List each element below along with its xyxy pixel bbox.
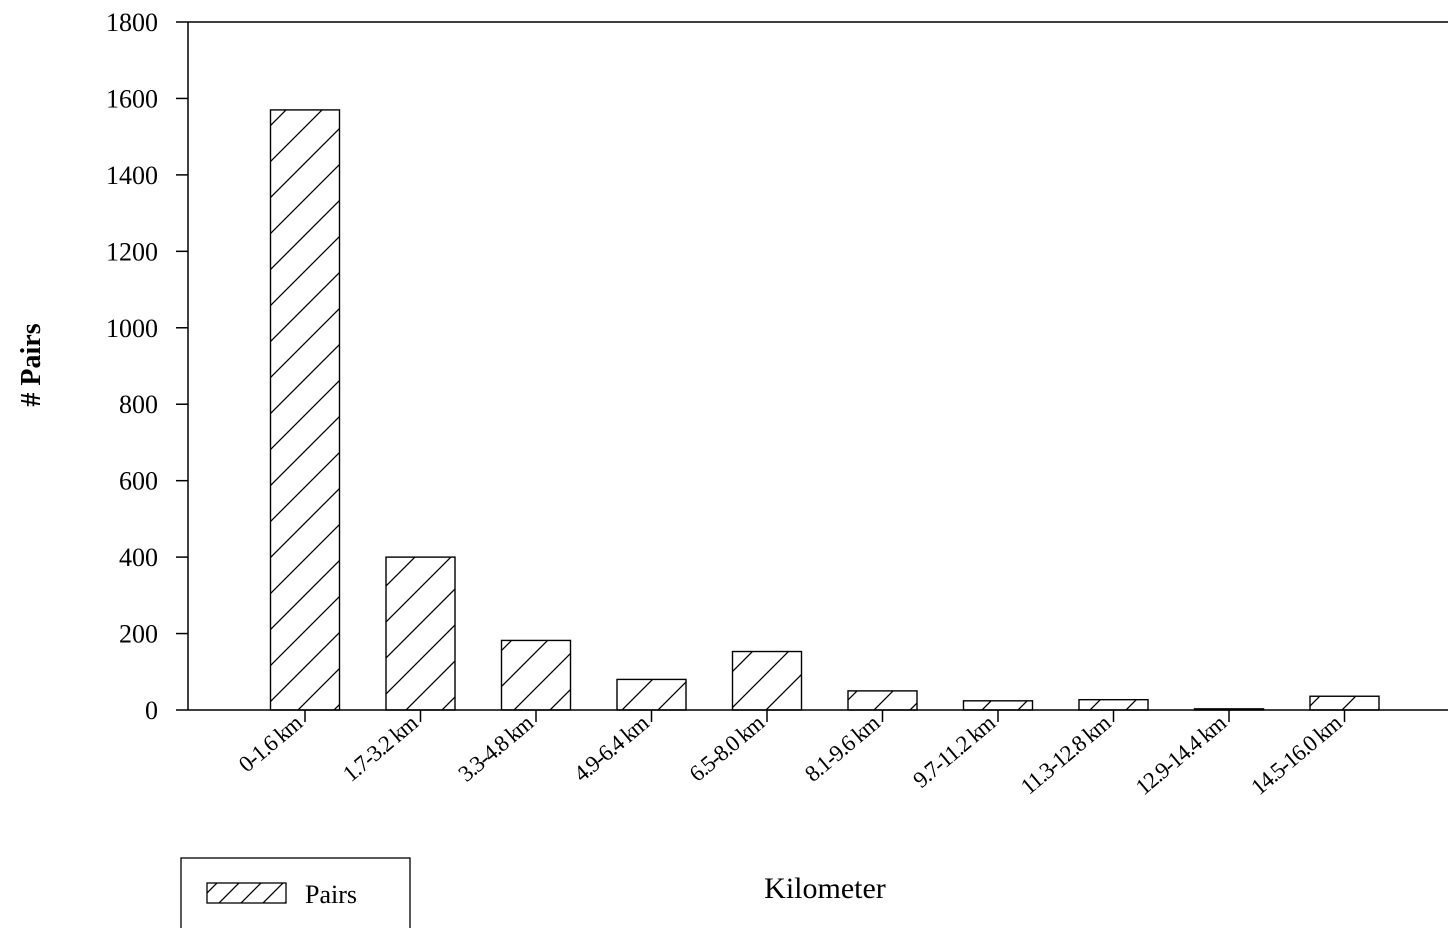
x-tick-label: 1.7-3.2 km <box>338 710 423 787</box>
bar-9-7-11-2-km <box>962 700 1034 711</box>
y-tick-label: 1800 <box>106 8 158 37</box>
x-tick-label: 0-1.6 km <box>234 710 307 777</box>
x-tick-label: 3.3-4.8 km <box>453 710 538 787</box>
x-tick-label: 11.3-12.8 km <box>1016 710 1116 799</box>
y-tick-label: 800 <box>119 390 158 419</box>
bar-1-7-3-2-km <box>385 556 456 711</box>
legend-swatch <box>206 882 287 904</box>
y-tick-label: 200 <box>119 620 158 649</box>
bar-8-1-9-6-km <box>847 690 918 711</box>
legend: Pairs <box>180 857 411 928</box>
bar-11-3-12-8-km <box>1078 698 1149 711</box>
y-axis: 0 200 400 600 800 1000 1200 1400 1600 1800 <box>106 8 189 725</box>
x-tick-label: 8.1-9.6 km <box>800 710 885 787</box>
legend-label: Pairs <box>305 880 357 909</box>
y-tick-label: 600 <box>119 467 158 496</box>
y-tick-label: 1200 <box>106 237 158 266</box>
y-tick-label: 400 <box>119 543 158 572</box>
x-tick-labels: 0-1.6 km 1.7-3.2 km 3.3-4.8 km 4.9-6.4 km 6.… <box>234 710 1347 800</box>
bar-14-5-16-0-km <box>1309 695 1380 711</box>
bar-4-9-6-4-km <box>616 678 687 711</box>
y-axis-title: # Pairs <box>16 323 47 406</box>
x-tick-label: 9.7-11.2 km <box>908 710 1000 793</box>
bar-6-5-8-0-km <box>731 650 803 711</box>
x-axis-title: Kilometer <box>764 872 886 905</box>
x-tick-label: 6.5-8.0 km <box>684 710 769 787</box>
x-tick-label: 14.5-16.0 km <box>1246 710 1346 800</box>
x-tick-label: 4.9-6.4 km <box>569 710 654 787</box>
y-tick-label: 1600 <box>106 84 158 113</box>
bars <box>269 109 1380 711</box>
x-tick-label: 12.9-14.4 km <box>1131 710 1231 800</box>
y-tick-label: 1400 <box>106 161 158 190</box>
bar-0-1-6-km <box>269 109 341 711</box>
y-tick-label: 1000 <box>106 314 158 343</box>
y-tick-label: 0 <box>145 696 158 725</box>
bar-3-3-4-8-km <box>500 639 572 711</box>
x-axis <box>188 709 1448 722</box>
